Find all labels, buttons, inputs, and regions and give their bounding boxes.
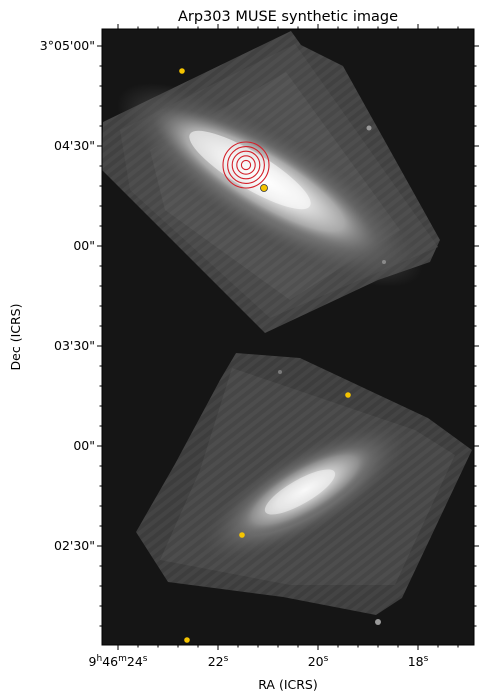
x-tick-label: 20s <box>308 654 329 669</box>
y-tick-label: 04'30" <box>54 138 95 153</box>
source-marker <box>184 637 190 643</box>
upper-galaxy <box>117 83 423 287</box>
source-marker <box>239 532 245 538</box>
faint-star <box>375 619 381 625</box>
x-axis-label: RA (ICRS) <box>258 677 318 692</box>
x-tick-label: 22s <box>208 654 229 669</box>
y-tick-label: 3°05'00" <box>40 38 95 53</box>
aperture-ring <box>236 155 256 175</box>
y-tick-label: 00" <box>73 238 95 253</box>
y-tick-label: 02'30" <box>54 538 95 553</box>
image-panel <box>102 31 472 643</box>
source-marker <box>345 392 351 398</box>
y-tick-label: 00" <box>73 438 95 453</box>
y-axis-label: Dec (ICRS) <box>8 304 23 371</box>
faint-star <box>382 260 386 264</box>
source-marker <box>179 68 185 74</box>
axes-frame <box>101 28 475 646</box>
plot-title: Arp303 MUSE synthetic image <box>178 9 398 25</box>
aperture-ring <box>240 159 252 171</box>
aperture-rings <box>222 141 270 189</box>
aperture-ring <box>227 146 265 184</box>
lower-galaxy <box>198 421 412 563</box>
y-tick-label: 03'30" <box>54 338 95 353</box>
aperture-ring <box>231 150 261 180</box>
source-marker <box>260 184 268 192</box>
x-tick-label: 18s <box>408 654 429 669</box>
x-tick-label: 9h46m24s <box>89 654 148 669</box>
axis-ticks <box>97 24 479 650</box>
aperture-ring <box>222 141 270 189</box>
faint-star <box>366 125 372 131</box>
faint-star <box>278 370 282 374</box>
